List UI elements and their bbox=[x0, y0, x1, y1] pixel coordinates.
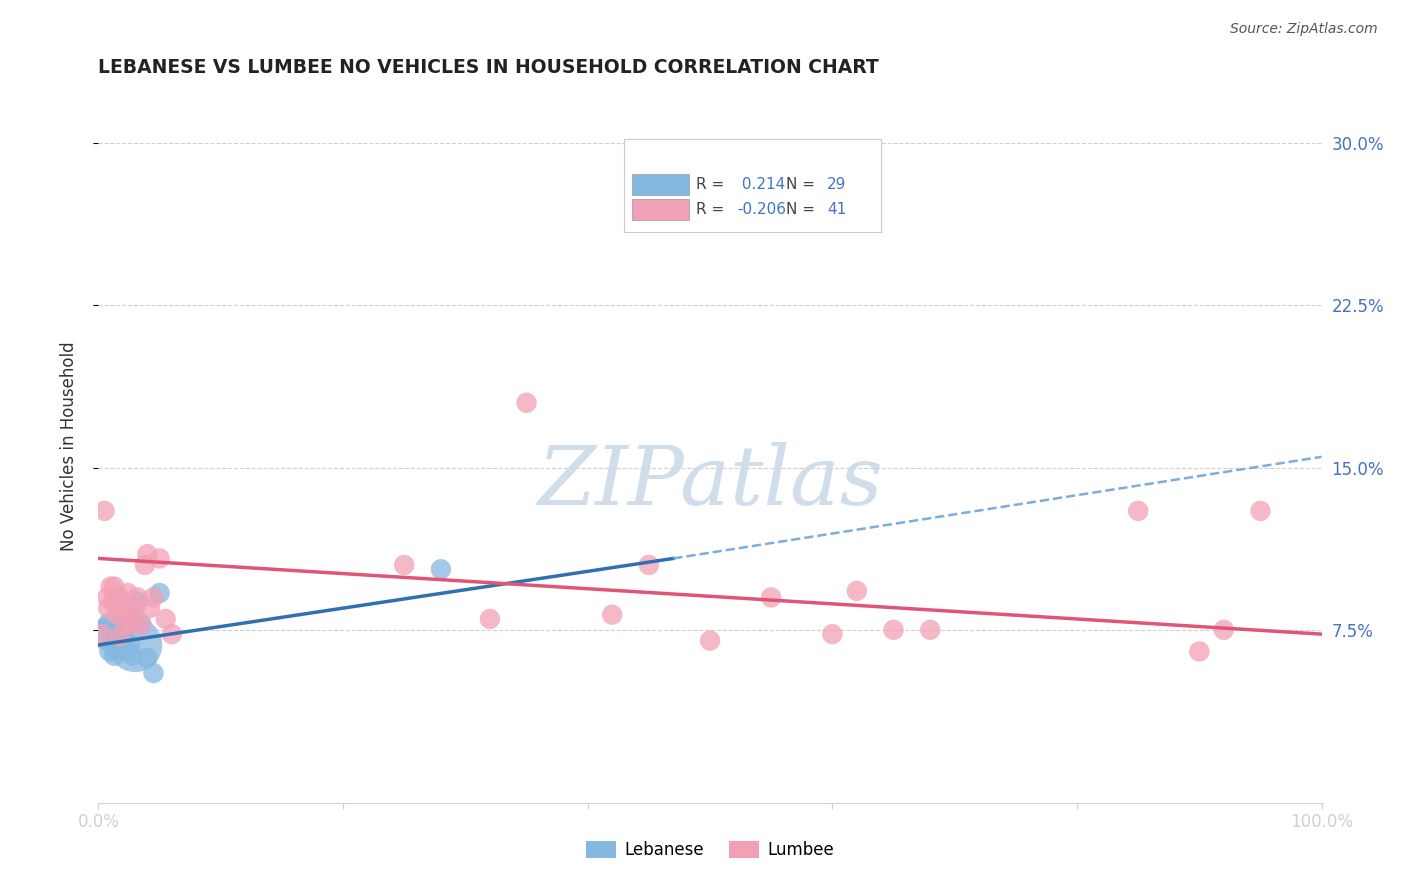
Point bbox=[155, 612, 177, 626]
Point bbox=[96, 591, 118, 605]
Point bbox=[515, 396, 537, 410]
Point bbox=[430, 562, 453, 576]
Point bbox=[136, 651, 159, 665]
FancyBboxPatch shape bbox=[633, 175, 689, 194]
Point bbox=[98, 644, 121, 658]
Point bbox=[127, 591, 149, 605]
Point bbox=[114, 618, 136, 632]
FancyBboxPatch shape bbox=[633, 200, 689, 219]
Point bbox=[149, 551, 172, 566]
Point bbox=[821, 627, 844, 641]
Point bbox=[93, 504, 115, 518]
Point bbox=[120, 638, 142, 652]
Point bbox=[160, 627, 183, 641]
Text: -0.206: -0.206 bbox=[737, 202, 786, 217]
Point bbox=[101, 638, 124, 652]
Point bbox=[103, 648, 125, 663]
Point bbox=[478, 612, 501, 626]
Point bbox=[105, 642, 128, 657]
Point bbox=[142, 591, 165, 605]
Text: Source: ZipAtlas.com: Source: ZipAtlas.com bbox=[1230, 22, 1378, 37]
Point bbox=[883, 623, 905, 637]
Point bbox=[111, 629, 134, 643]
Point bbox=[103, 580, 125, 594]
Point bbox=[120, 607, 142, 622]
Point bbox=[600, 607, 623, 622]
Point bbox=[121, 616, 143, 631]
Point bbox=[107, 624, 129, 639]
Point bbox=[114, 607, 136, 622]
Point bbox=[115, 644, 138, 658]
Text: R =: R = bbox=[696, 178, 724, 192]
Point bbox=[91, 627, 114, 641]
Point bbox=[111, 627, 134, 641]
Text: ZIPatlas: ZIPatlas bbox=[537, 442, 883, 522]
Point bbox=[97, 616, 120, 631]
Point bbox=[142, 666, 165, 681]
Point bbox=[101, 633, 124, 648]
Point bbox=[121, 648, 143, 663]
Point bbox=[101, 595, 124, 609]
Point bbox=[100, 629, 122, 643]
Point bbox=[1188, 644, 1211, 658]
Point bbox=[845, 583, 868, 598]
Point bbox=[139, 601, 162, 615]
Point bbox=[662, 158, 685, 172]
Point bbox=[118, 606, 141, 620]
Legend: Lebanese, Lumbee: Lebanese, Lumbee bbox=[579, 834, 841, 866]
Point bbox=[149, 586, 172, 600]
Text: N =: N = bbox=[786, 202, 815, 217]
Point bbox=[638, 558, 661, 572]
Point bbox=[1249, 504, 1271, 518]
Point bbox=[104, 633, 127, 648]
Point bbox=[107, 599, 129, 613]
Point bbox=[129, 616, 152, 631]
Point bbox=[761, 591, 783, 605]
Text: 0.214: 0.214 bbox=[737, 178, 786, 192]
Point bbox=[117, 586, 139, 600]
Point bbox=[91, 627, 114, 641]
Point bbox=[1128, 504, 1150, 518]
Point bbox=[124, 638, 146, 652]
Point bbox=[699, 633, 721, 648]
Point bbox=[112, 607, 135, 622]
Y-axis label: No Vehicles in Household: No Vehicles in Household bbox=[59, 341, 77, 551]
Point bbox=[134, 558, 156, 572]
Point bbox=[108, 591, 131, 605]
Point bbox=[1212, 623, 1234, 637]
Point bbox=[110, 629, 132, 643]
Point bbox=[129, 618, 152, 632]
Point bbox=[110, 624, 132, 639]
Point bbox=[100, 580, 122, 594]
Point bbox=[94, 621, 117, 635]
Point bbox=[108, 638, 131, 652]
Point bbox=[920, 623, 942, 637]
Point bbox=[111, 597, 134, 611]
Text: R =: R = bbox=[696, 202, 724, 217]
Point bbox=[392, 558, 416, 572]
Text: N =: N = bbox=[786, 178, 815, 192]
Point bbox=[136, 547, 159, 561]
Text: 41: 41 bbox=[827, 202, 846, 217]
Point bbox=[105, 607, 128, 622]
Point bbox=[127, 595, 149, 609]
Text: LEBANESE VS LUMBEE NO VEHICLES IN HOUSEHOLD CORRELATION CHART: LEBANESE VS LUMBEE NO VEHICLES IN HOUSEH… bbox=[98, 57, 879, 77]
Point bbox=[124, 601, 146, 615]
Text: 29: 29 bbox=[827, 178, 846, 192]
Point bbox=[97, 601, 120, 615]
